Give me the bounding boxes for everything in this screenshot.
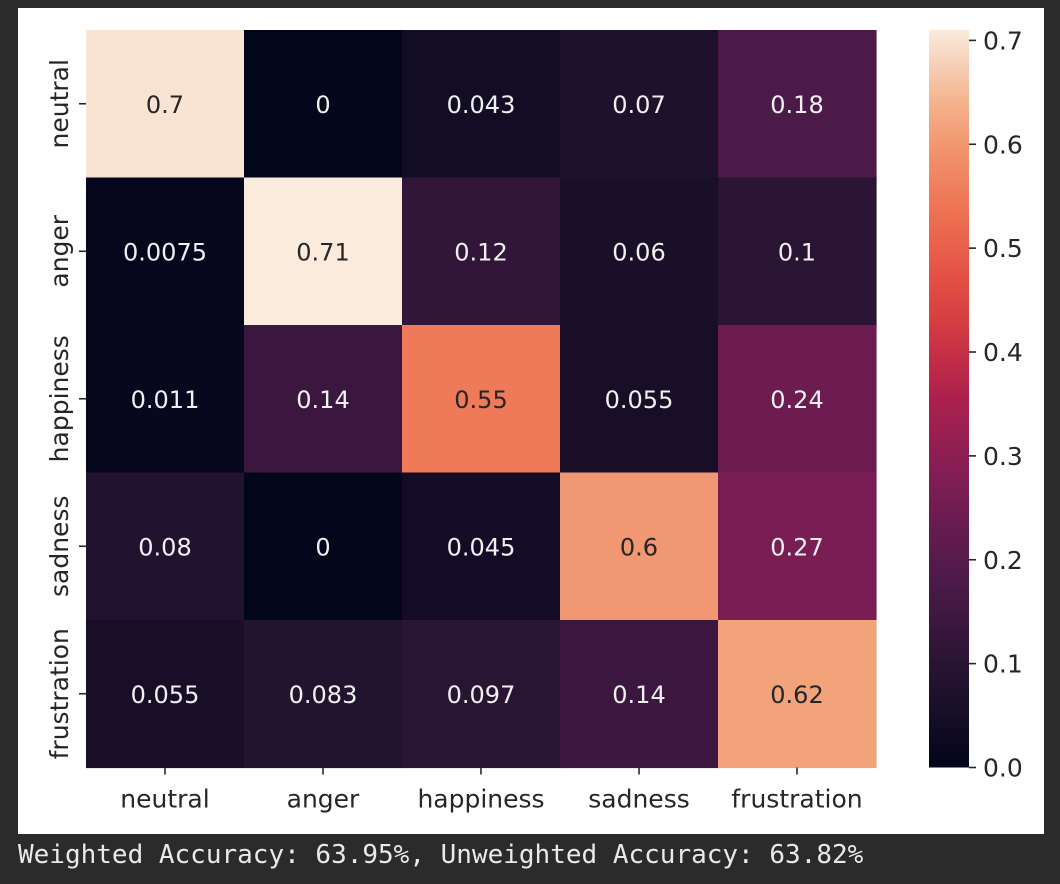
x-tick-label: frustration xyxy=(731,785,862,814)
cell-value-label: 0.71 xyxy=(296,238,349,266)
heatmap-cell xyxy=(560,177,719,326)
heatmap-cell xyxy=(402,30,561,179)
x-tick-label: sadness xyxy=(588,785,690,814)
colorbar xyxy=(929,30,969,768)
cell-value-label: 0.27 xyxy=(770,533,823,561)
cell-value-label: 0.18 xyxy=(770,91,823,119)
cell-value-label: 0.14 xyxy=(296,386,349,414)
colorbar-tick-label: 0.3 xyxy=(983,442,1023,471)
colorbar-tick-label: 0.6 xyxy=(983,130,1023,159)
heatmap-cell xyxy=(560,620,719,769)
heatmap-cell xyxy=(560,472,719,621)
y-tick-label: sadness xyxy=(45,496,74,598)
heatmap-cell xyxy=(244,620,403,769)
heatmap-cell xyxy=(244,177,403,326)
cell-value-label: 0.07 xyxy=(612,91,665,119)
cell-value-label: 0.62 xyxy=(770,681,823,709)
heatmap-cell xyxy=(402,620,561,769)
accuracy-output-text: Weighted Accuracy: 63.95%, Unweighted Ac… xyxy=(18,840,864,870)
cell-value-label: 0.083 xyxy=(289,681,358,709)
heatmap-cell xyxy=(244,30,403,179)
y-tick-label: frustration xyxy=(45,628,74,759)
heatmap-cell xyxy=(560,30,719,179)
heatmap-cell xyxy=(560,325,719,474)
heatmap-cell xyxy=(244,325,403,474)
colorbar-tick-label: 0.0 xyxy=(983,754,1023,783)
cell-value-label: 0.055 xyxy=(131,681,200,709)
heatmap-cell xyxy=(402,177,561,326)
heatmap-cell xyxy=(718,30,877,179)
cell-value-label: 0.24 xyxy=(770,386,823,414)
cell-value-label: 0.055 xyxy=(605,386,674,414)
x-tick-label: anger xyxy=(287,785,360,814)
colorbar-tick-label: 0.4 xyxy=(983,338,1023,367)
cell-value-label: 0 xyxy=(315,91,330,119)
cell-value-label: 0 xyxy=(315,533,330,561)
heatmap-cell xyxy=(402,472,561,621)
cell-value-label: 0.0075 xyxy=(123,238,207,266)
cell-value-label: 0.7 xyxy=(146,91,184,119)
heatmap-figure: 0.7 0 0.043 0.07 0.18 0.0075 0.71 0.12 0.06 0.1 0.… xyxy=(18,8,1044,834)
cell-value-label: 0.06 xyxy=(612,238,665,266)
y-tick-label: happiness xyxy=(45,335,74,462)
x-tick-label: happiness xyxy=(417,785,544,814)
y-tick-label: anger xyxy=(45,214,74,287)
colorbar-tick-label: 0.7 xyxy=(983,26,1023,55)
y-tick-label: neutral xyxy=(45,59,74,148)
confusion-matrix-heatmap: 0.7 0 0.043 0.07 0.18 0.0075 0.71 0.12 0.06 0.1 0.… xyxy=(45,26,1023,814)
cell-value-label: 0.08 xyxy=(138,533,191,561)
heatmap-cell xyxy=(244,472,403,621)
cell-value-label: 0.043 xyxy=(447,91,516,119)
cell-value-label: 0.6 xyxy=(620,533,658,561)
heatmap-cell xyxy=(718,325,877,474)
cell-value-label: 0.55 xyxy=(454,386,507,414)
cell-value-label: 0.12 xyxy=(454,238,507,266)
heatmap-cell xyxy=(86,620,245,769)
x-tick-label: neutral xyxy=(120,785,209,814)
heatmap-cell xyxy=(718,472,877,621)
cell-value-label: 0.097 xyxy=(447,681,516,709)
cell-value-label: 0.14 xyxy=(612,681,665,709)
heatmap-cell xyxy=(86,472,245,621)
heatmap-cell xyxy=(718,177,877,326)
colorbar-tick-label: 0.1 xyxy=(983,650,1023,679)
heatmap-cell xyxy=(86,30,245,179)
cell-value-label: 0.1 xyxy=(778,238,816,266)
heatmap-cell xyxy=(86,325,245,474)
heatmap-cell xyxy=(86,177,245,326)
cell-value-label: 0.011 xyxy=(131,386,200,414)
colorbar-tick-label: 0.5 xyxy=(983,234,1023,263)
heatmap-cell xyxy=(402,325,561,474)
colorbar-tick-label: 0.2 xyxy=(983,546,1023,575)
cell-value-label: 0.045 xyxy=(447,533,516,561)
heatmap-cell xyxy=(718,620,877,769)
